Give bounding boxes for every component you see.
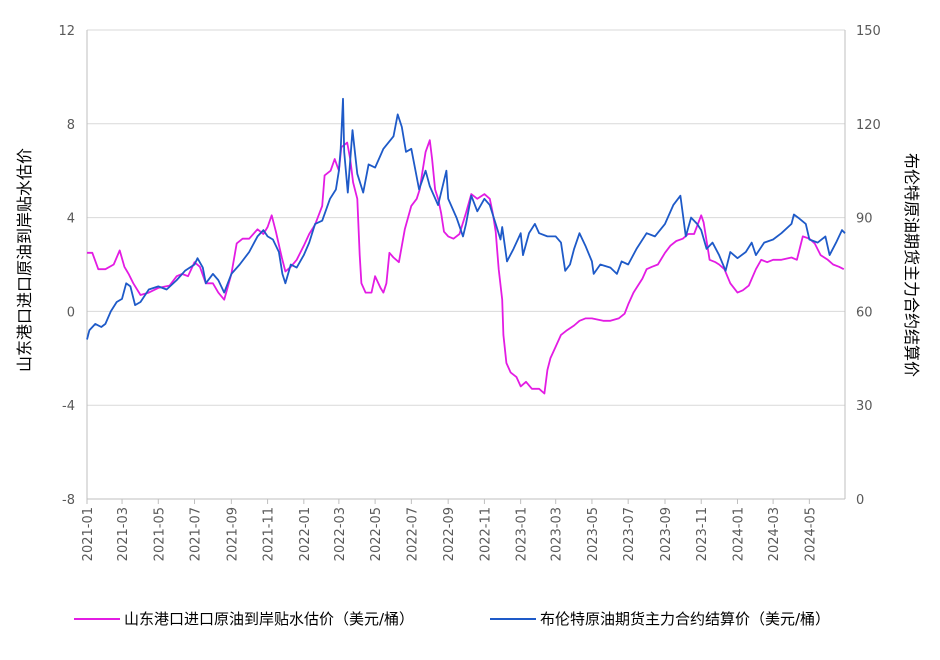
left-axis-title: 山东港口进口原油到岸贴水估价: [15, 148, 34, 372]
legend-label-shandong: 山东港口进口原油到岸贴水估价（美元/桶）: [124, 610, 414, 628]
series-line-shandong: [87, 139, 845, 395]
x-tick-label: 2024-01: [731, 507, 746, 561]
right-tick-label: 90: [856, 212, 873, 227]
x-tick-label: 2023-07: [622, 507, 637, 561]
left-tick-label: -4: [62, 399, 75, 414]
right-tick-label: 30: [856, 399, 873, 414]
right-tick-label: 60: [856, 305, 873, 320]
left-tick-label: 12: [58, 24, 75, 39]
right-tick-label: 120: [856, 118, 881, 133]
x-tick-label: 2023-01: [515, 507, 530, 561]
x-tick-label: 2021-01: [81, 507, 96, 561]
series-lines: [86, 97, 846, 395]
left-tick-label: 8: [67, 118, 75, 133]
left-tick-label: -8: [62, 493, 75, 508]
series-line-brent: [86, 97, 846, 340]
x-tick-label: 2021-03: [116, 507, 131, 561]
left-axis-ticks: 12 8 4 0 -4 -8: [58, 24, 75, 508]
x-tick-label: 2023-09: [659, 507, 674, 561]
x-tick-label: 2022-11: [478, 507, 493, 561]
x-tick-label: 2022-09: [442, 507, 457, 561]
x-axis-ticks: 2021-01 2021-03 2021-05 2021-07 2021-09 2021-…: [81, 499, 818, 561]
x-tick-label: 2022-07: [405, 507, 420, 561]
legend-label-brent: 布伦特原油期货主力合约结算价（美元/桶）: [540, 610, 830, 628]
left-tick-label: 4: [67, 212, 75, 227]
plot-frame: [86, 30, 846, 500]
x-tick-label: 2023-05: [586, 507, 601, 561]
legend: 山东港口进口原油到岸贴水估价（美元/桶） 布伦特原油期货主力合约结算价（美元/桶…: [74, 610, 830, 628]
x-tick-label: 2021-11: [262, 507, 277, 561]
x-tick-label: 2022-03: [333, 507, 348, 561]
x-tick-label: 2023-11: [695, 507, 710, 561]
left-tick-label: 0: [67, 305, 75, 320]
x-tick-label: 2021-09: [225, 507, 240, 561]
x-tick-label: 2022-05: [369, 507, 384, 561]
right-axis-title: 布伦特原油期货主力合约结算价: [902, 153, 921, 377]
x-tick-label: 2023-03: [550, 507, 565, 561]
right-tick-label: 150: [856, 24, 881, 39]
x-tick-label: 2024-05: [803, 507, 818, 561]
x-tick-label: 2021-07: [189, 507, 204, 561]
x-tick-label: 2024-03: [767, 507, 782, 561]
right-tick-label: 0: [856, 493, 864, 508]
x-tick-label: 2021-05: [152, 507, 167, 561]
right-axis-ticks: 150 120 90 60 30 0: [856, 24, 881, 508]
x-tick-label: 2022-01: [298, 507, 313, 561]
